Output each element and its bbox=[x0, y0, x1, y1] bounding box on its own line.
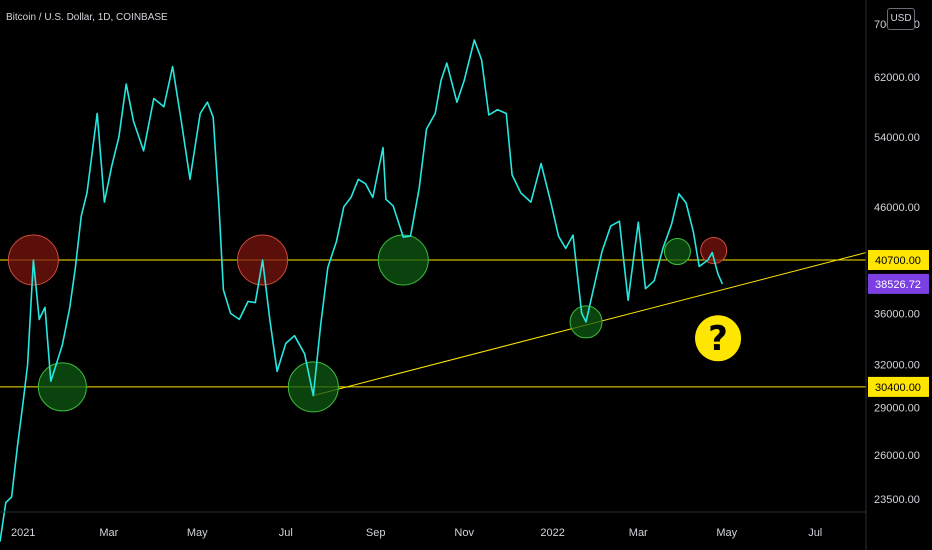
question-mark-0: ? bbox=[708, 319, 728, 359]
price-tag-bg-1 bbox=[868, 273, 929, 294]
x-tick-label-3: Jul bbox=[279, 527, 293, 539]
price-tag-bg-2 bbox=[868, 376, 929, 397]
price-tag-label-0: 40700.00 bbox=[875, 255, 921, 267]
y-tick-label-5: 46000.00 bbox=[874, 202, 920, 214]
red-circle-7 bbox=[700, 236, 728, 264]
price-tag-label-2: 30400.00 bbox=[875, 382, 921, 394]
y-tick-label-6: 54000.00 bbox=[874, 132, 920, 144]
question-annotation-layer: ? bbox=[695, 315, 742, 362]
circle-annotations bbox=[7, 234, 728, 413]
y-tick-label-4: 36000.00 bbox=[874, 308, 920, 320]
price-line bbox=[0, 39, 724, 542]
currency-button[interactable]: USD bbox=[887, 8, 915, 30]
green-circle-1 bbox=[37, 362, 87, 412]
green-circle-4 bbox=[377, 234, 429, 286]
x-tick-label-4: Sep bbox=[366, 527, 386, 539]
green-circle-3 bbox=[287, 361, 339, 413]
x-tick-label-9: Jul bbox=[808, 527, 822, 539]
x-tick-label-0: 2021 bbox=[11, 527, 35, 539]
x-tick-label-2: May bbox=[187, 527, 208, 539]
question-badge-0 bbox=[695, 315, 742, 362]
price-tag-label-1: 38526.72 bbox=[875, 279, 921, 291]
x-tick-label-6: 2022 bbox=[540, 527, 564, 539]
horizontal-levels bbox=[0, 259, 866, 388]
x-tick-label-8: May bbox=[716, 527, 737, 539]
x-tick-label-1: Mar bbox=[99, 527, 118, 539]
y-tick-label-0: 23500.00 bbox=[874, 494, 920, 506]
green-circle-6 bbox=[663, 238, 691, 266]
y-tick-label-3: 32000.00 bbox=[874, 360, 920, 372]
x-tick-label-5: Nov bbox=[454, 527, 474, 539]
y-tick-label-2: 29000.00 bbox=[874, 402, 920, 414]
chart-title: Bitcoin / U.S. Dollar, 1D, COINBASE bbox=[6, 12, 168, 23]
y-tick-label-7: 62000.00 bbox=[874, 72, 920, 84]
price-series-layer bbox=[0, 39, 724, 542]
price-tag-bg-0 bbox=[868, 249, 929, 270]
x-tick-label-7: Mar bbox=[629, 527, 648, 539]
y-tick-label-1: 26000.00 bbox=[874, 450, 920, 462]
